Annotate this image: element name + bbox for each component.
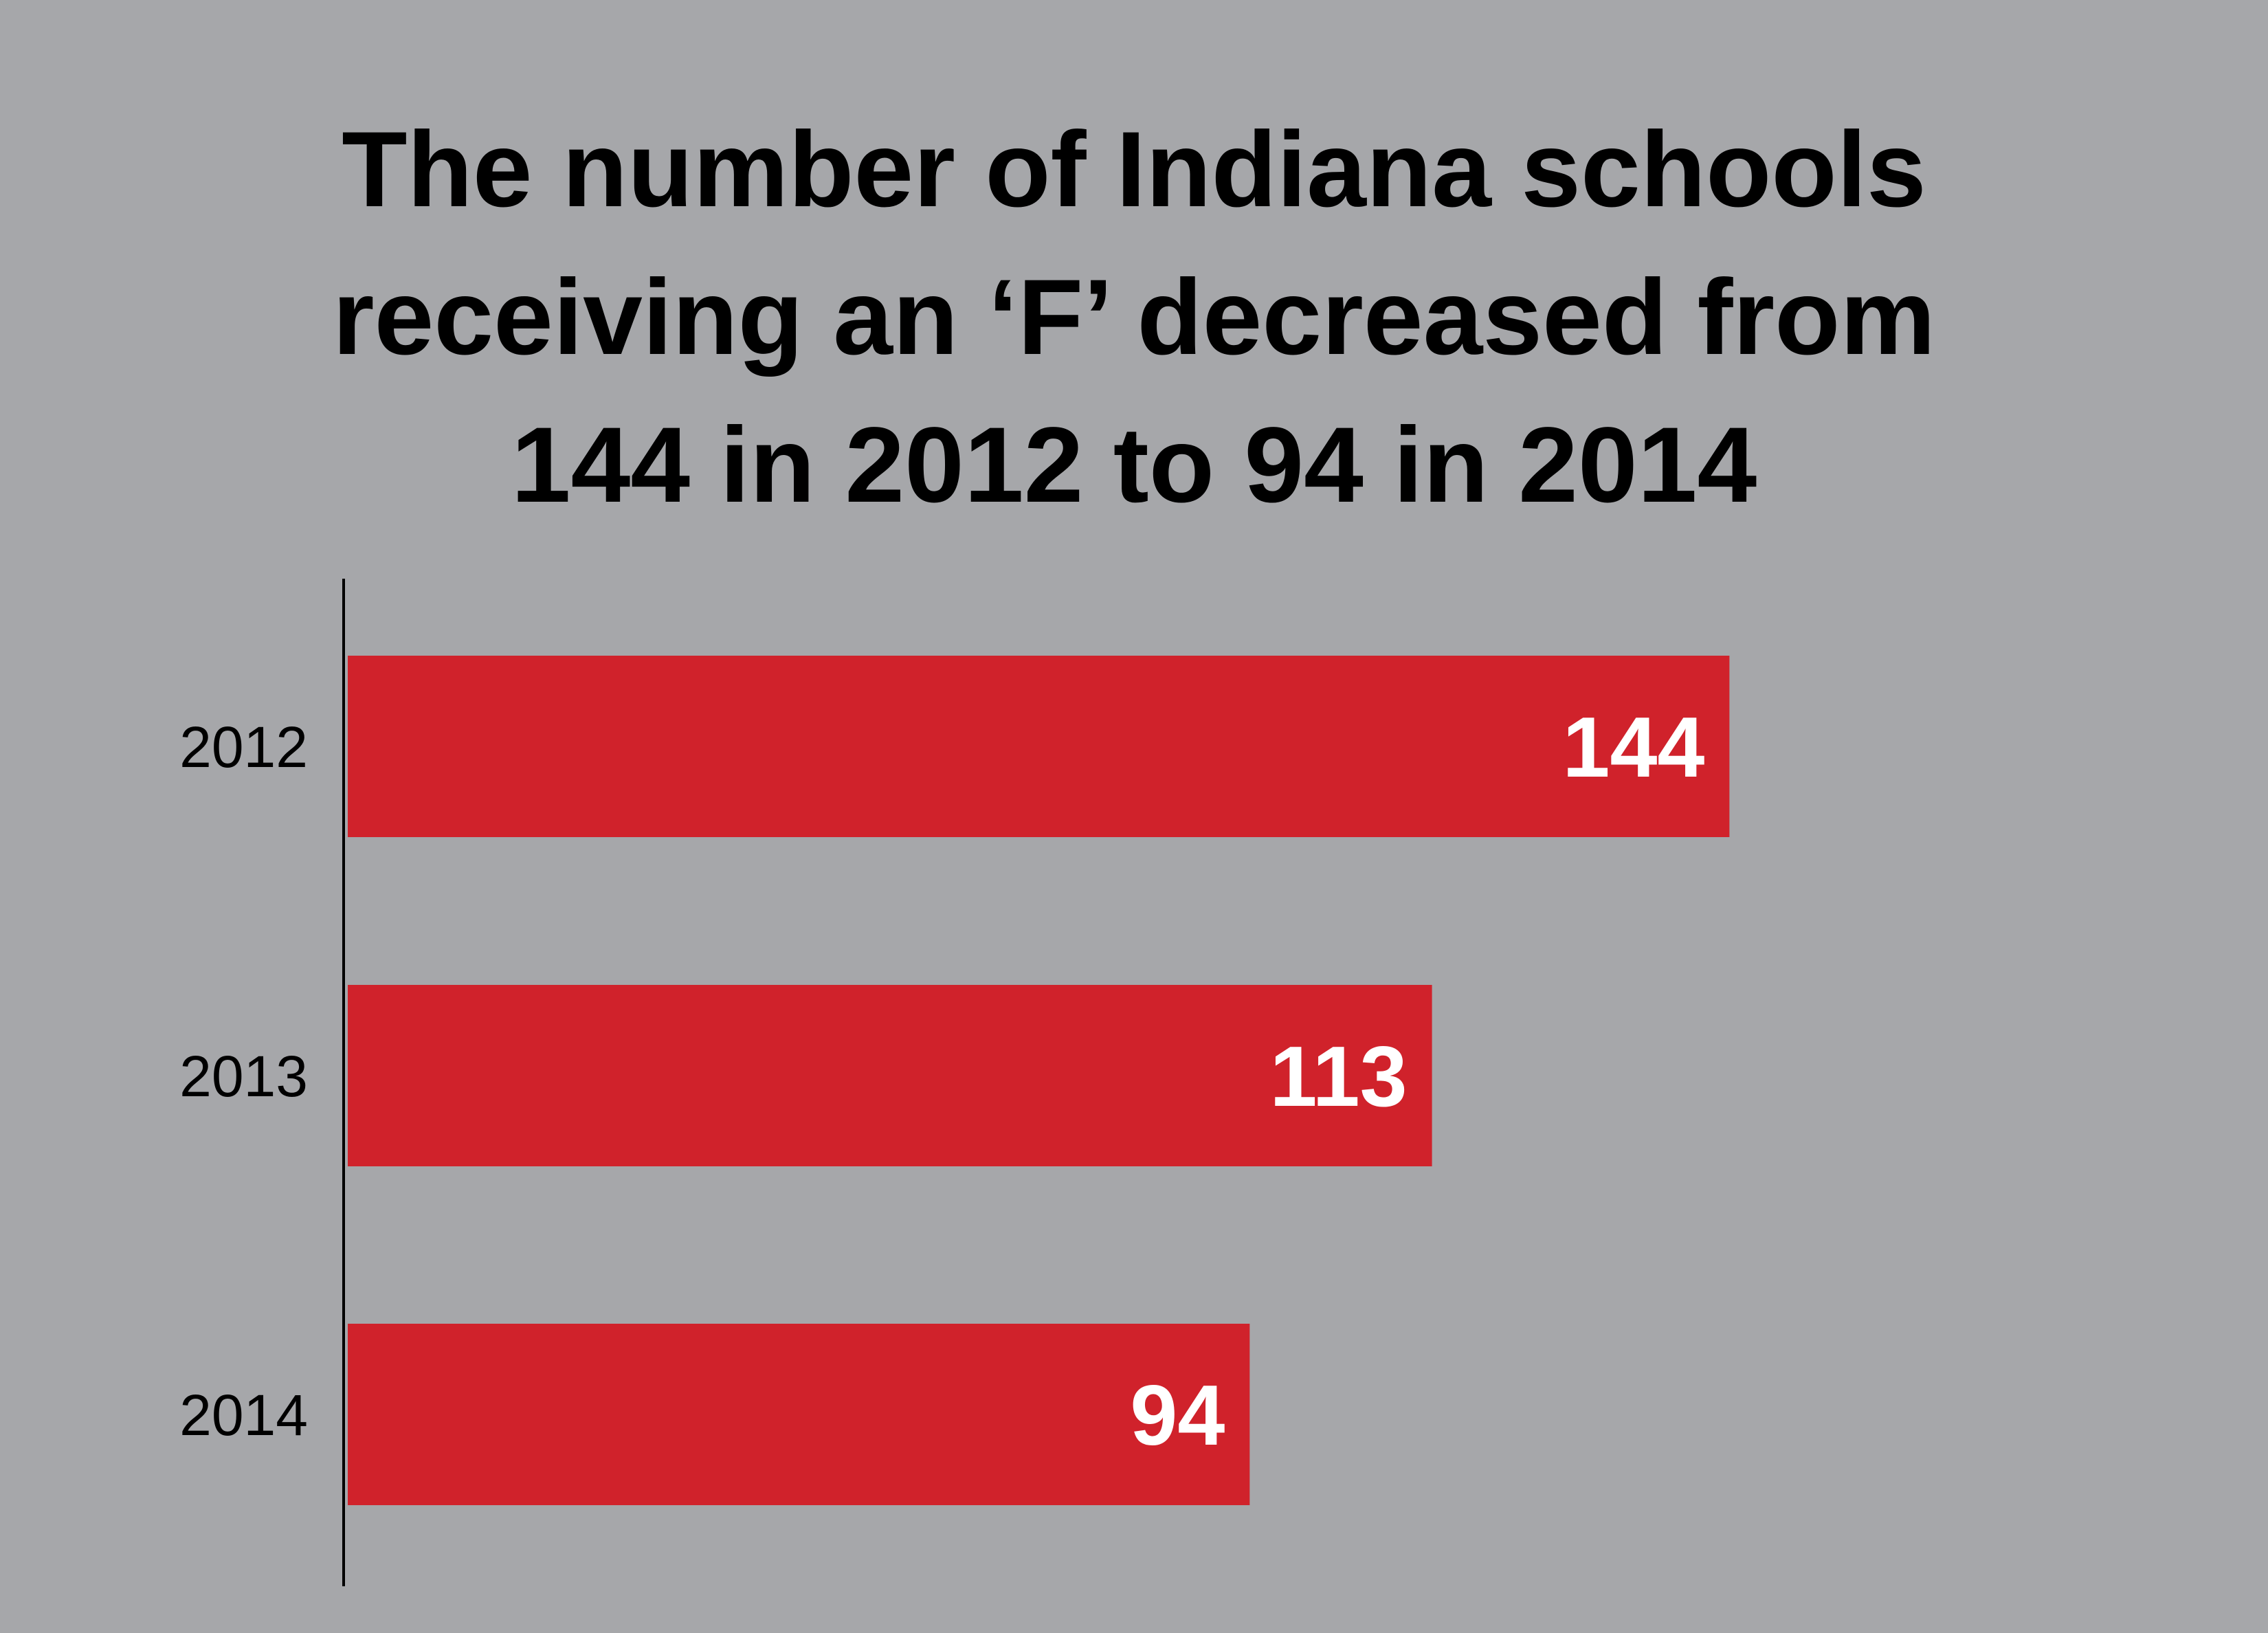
bar-2014 (348, 1324, 1250, 1505)
category-label-2013: 2013 (179, 1044, 308, 1109)
bar-value-label-2012: 144 (1562, 700, 1704, 795)
bars-group: 144 2012 113 2013 94 2014 (179, 656, 1730, 1505)
bar-2013 (348, 985, 1432, 1166)
chart-title: The number of Indiana schools receiving … (0, 96, 2268, 540)
bar-value-label-2013: 113 (1270, 1030, 1408, 1124)
chart-title-line-2: receiving an ‘F’ decreased from (332, 258, 1936, 377)
category-label-2012: 2012 (179, 715, 308, 779)
bar-2012 (348, 656, 1730, 837)
chart-title-line-3: 144 in 2012 to 94 in 2014 (511, 406, 1757, 525)
chart-title-line-1: The number of Indiana schools (342, 110, 1926, 230)
bar-value-label-2014: 94 (1130, 1368, 1225, 1463)
category-label-2014: 2014 (179, 1383, 308, 1447)
